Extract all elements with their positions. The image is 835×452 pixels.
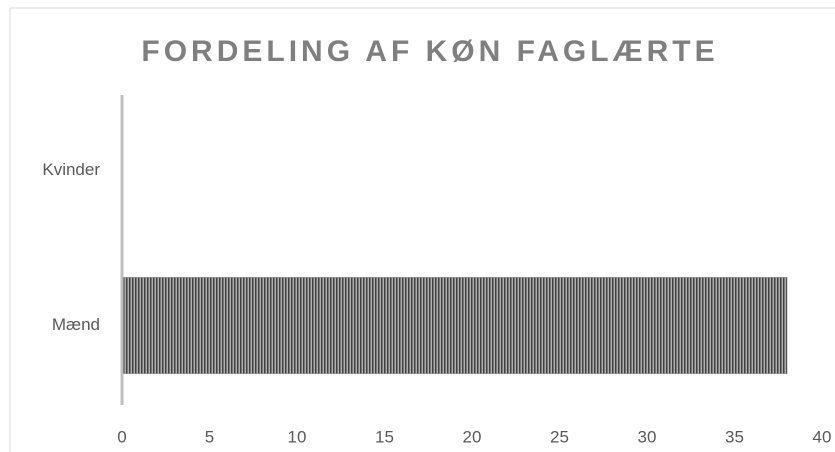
x-tick-label: 10: [288, 427, 307, 446]
x-tick-label: 30: [638, 427, 657, 446]
x-tick-label: 40: [813, 427, 832, 446]
x-tick-label: 35: [725, 427, 744, 446]
x-tick-label: 5: [205, 427, 214, 446]
chart-title: FORDELING AF KØN FAGLÆRTE: [141, 35, 718, 68]
x-tick-label: 20: [463, 427, 482, 446]
x-tick-label: 0: [117, 427, 126, 446]
chart-border: [9, 7, 835, 452]
x-tick-label: 15: [375, 427, 394, 446]
bar: [121, 277, 788, 374]
y-tick-label: Kvinder: [42, 160, 100, 179]
y-tick-label: Mænd: [52, 315, 100, 334]
x-tick-label: 25: [550, 427, 569, 446]
